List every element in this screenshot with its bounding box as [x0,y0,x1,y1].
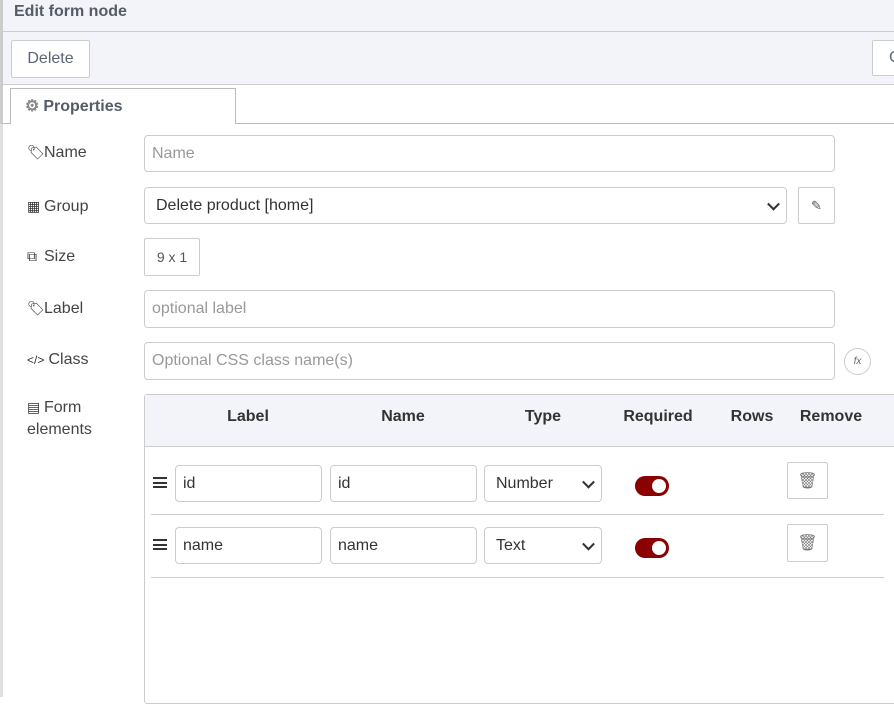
table-header: Label Name Type Required Rows Remove [145,395,894,447]
cancel-button[interactable]: C [872,40,894,76]
label-text: elements [27,421,92,438]
placeholder: Name [152,144,195,162]
row-divider [151,514,884,515]
drag-handle-icon[interactable] [153,539,167,550]
list-icon: ▤ [27,399,41,415]
pencil-icon: ✎ [811,197,822,213]
select-value: Delete product [home] [156,196,314,214]
class-input[interactable]: Optional CSS class name(s) [144,342,835,380]
table-icon: ▦ [27,198,41,214]
element-type-select[interactable]: Number [484,465,602,502]
delete-button[interactable]: Delete [11,40,90,78]
select-value: Number [496,474,553,492]
size-button[interactable]: 9 x 1 [144,238,200,276]
group-label: ▦ Group [27,198,88,216]
tag-icon: 🏷︎ [27,144,45,160]
required-toggle[interactable] [635,538,669,558]
column-header: Rows [730,408,774,425]
column-header: Type [524,408,562,425]
column-header: Remove [799,408,863,425]
label-text: Group [44,198,89,215]
element-label-input[interactable]: name [175,527,322,564]
label-text: Form [44,399,82,416]
column-header: Name [381,408,425,425]
class-label: </> Class [27,351,88,369]
element-type-select[interactable]: Text [484,527,602,564]
tab-label: Properties [43,98,123,115]
required-toggle[interactable] [635,476,669,496]
remove-button[interactable]: 🗑︎ [787,462,828,499]
form-elements-label: ▤ Form elements [27,396,92,441]
label-text: Class [48,351,89,368]
trash-icon: 🗑︎ [797,472,818,490]
element-name-input[interactable]: id [330,465,477,502]
chevron-down-icon [767,197,780,211]
trash-icon: 🗑︎ [797,535,818,552]
element-label-input[interactable]: id [175,465,322,502]
select-value: Text [496,536,526,554]
size-label: ⧉ Size [27,248,75,266]
gear-icon: ⚙ [25,98,40,115]
label-input[interactable]: optional label [144,290,835,328]
label-label: 🏷︎Label [27,300,83,318]
input-value: id [338,474,351,492]
expression-button[interactable]: fx [844,348,871,375]
chevron-down-icon [582,537,595,551]
input-value: id [183,474,196,492]
placeholder: optional label [152,300,247,317]
dialog-title-bar: Edit form node [0,0,894,32]
placeholder: Optional CSS class name(s) [152,352,353,369]
input-value: name [338,536,379,554]
column-header: Required [623,408,693,425]
form-elements-table: Label Name Type Required Rows Remove [144,394,894,704]
code-icon: </> [27,353,45,367]
group-select[interactable]: Delete product [home] [144,187,787,224]
label-text: Name [44,144,87,161]
input-value: name [183,536,224,554]
resize-icon: ⧉ [27,248,37,264]
column-header: Label [227,408,269,425]
label-text: Label [44,300,84,317]
dialog-title: Edit form node [14,3,127,20]
element-name-input[interactable]: name [330,527,477,564]
toolbar: Delete C [0,32,894,85]
edit-group-button[interactable]: ✎ [798,187,835,224]
remove-button[interactable]: 🗑︎ [787,524,828,562]
tag-icon: 🏷︎ [27,300,45,316]
label-text: Size [44,248,76,265]
tab-bar: ⚙ Properties [0,85,894,124]
chevron-down-icon [582,475,595,489]
name-input[interactable]: Name [144,135,835,172]
left-edge [0,124,4,697]
tab-properties[interactable]: ⚙ Properties [10,88,236,124]
drag-handle-icon[interactable] [153,477,167,488]
row-divider [151,577,884,578]
name-label: 🏷︎Name [27,144,87,162]
